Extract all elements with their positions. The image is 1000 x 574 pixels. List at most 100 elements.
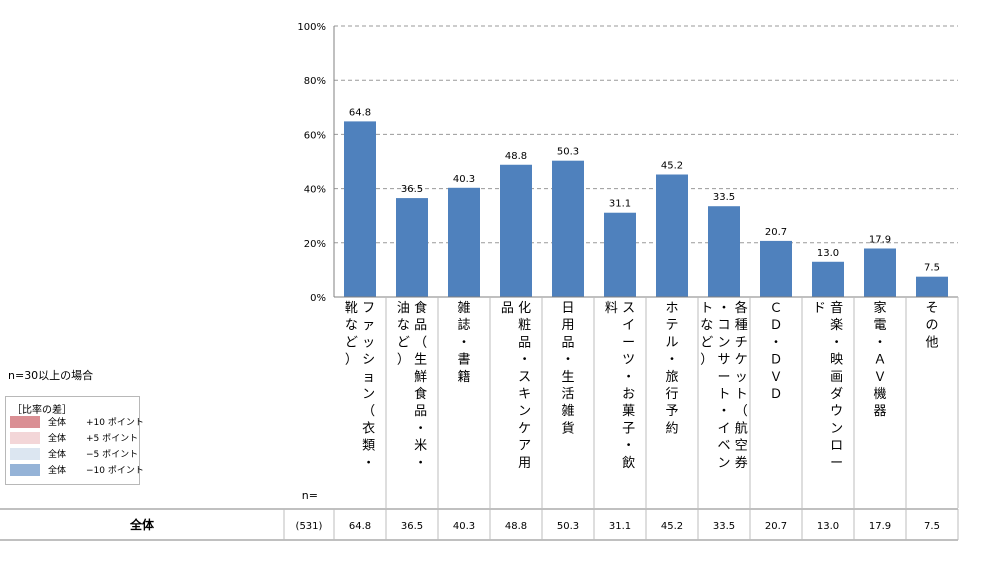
category-label-char: の [925,318,938,333]
category-label-char: 貨 [561,420,574,436]
y-tick-label: 40% [304,185,326,196]
category-label-char: 品 [518,335,531,350]
category-label-char: サ [717,353,730,368]
category-label-char: ル [665,335,678,350]
legend-swatch-plus10 [10,416,40,428]
table-cell: 33.5 [713,521,735,532]
y-tick-label: 80% [304,76,326,87]
category-label-char: ベ [717,439,730,454]
legend-item-minus10: 全体 −10 ポイント [10,463,144,477]
category-label-char: 米 [414,439,427,454]
category-label-char: 種 [735,317,748,333]
category-label-char: フ [362,301,375,316]
table-cell: 13.0 [817,521,839,532]
data-labels: 64.8 36.5 40.3 48.8 50.3 31.1 45.2 33.5 20.7 13.0… [349,107,940,273]
category-label-char: ・ [518,353,531,368]
category-label-char: ス [518,370,531,385]
category-label-char: ウ [830,404,843,419]
category-label-char: ー [830,456,843,471]
bar [552,160,584,297]
category-label-char: 券 [735,455,748,471]
category-label-char: Ａ [873,353,886,368]
data-label: 33.5 [713,192,735,203]
data-table: n= 全体 (531) 64.8 36.5 40.3 48.8 50.3 31.1 45.2 33.… [0,489,959,541]
category-label-char: イ [717,421,730,436]
category-label-char: ・ [414,456,427,471]
category-label-char: ン [717,456,730,471]
category-label-char: 他 [925,335,938,350]
category-label-char: 品 [414,404,427,419]
category-label-char: な [345,318,358,333]
category-label-char: ど [700,335,713,350]
category-label-char: Ｖ [769,370,782,385]
category-label-char: ッ [362,335,375,350]
category-label-char: ど [397,335,410,350]
category-label-char: 旅 [665,370,678,385]
legend-value: −5 ポイント [86,450,139,460]
category-label-char: ロ [830,439,843,454]
category-label-char: 器 [873,404,886,419]
category-label-char: ・ [873,335,886,350]
bar [708,206,740,297]
category-label-char: チ [735,335,748,350]
table-n-value: (531) [296,521,323,532]
data-label: 45.2 [661,161,683,172]
category-label-char: 書 [457,353,470,368]
category-label-char: （ [362,404,375,419]
data-label: 40.3 [453,174,475,185]
category-label-char: 生 [561,370,574,385]
category-label-char: 音 [830,300,843,316]
category-label-char: 類 [362,439,375,454]
legend-label: 全体 [48,418,67,428]
category-label-char: シ [362,353,375,368]
bar [656,174,688,297]
table-cell: 64.8 [349,521,371,532]
category-label-char: ン [830,421,843,436]
category-label-char: 楽 [830,317,843,333]
category-columns: ファッション（衣類・靴など）食品（生鮮食品・米・油など）雑誌・書籍化粧品・スキン… [345,297,959,508]
data-label: 64.8 [349,107,371,118]
category-label-char: ） [700,353,713,368]
category-label-char: ） [397,353,410,368]
category-label-char: 油 [397,301,410,316]
category-label-char: 用 [518,456,531,471]
bar [500,164,532,297]
table-cell: 48.8 [505,521,527,532]
table-cell: 20.7 [765,521,787,532]
category-label-char: 空 [735,439,748,454]
category-label-char: な [700,318,713,333]
category-label-char: 粧 [518,318,531,333]
bar [916,276,948,297]
category-label-char: 雑 [457,300,470,316]
data-label: 31.1 [609,199,631,210]
y-tick-label: 20% [304,239,326,250]
category-label-char: ン [717,335,730,350]
category-label-char: 活 [561,387,574,402]
category-label-char: ど [345,335,358,350]
bar [344,121,376,297]
category-label-char: ア [518,439,531,454]
category-label-char: ッ [735,370,748,385]
legend-swatch-minus10 [10,464,40,476]
category-label-char: ・ [830,335,843,350]
table-row-label: 全体 [129,517,155,532]
n-header: n= [302,489,318,502]
category-label-char: ・ [561,353,574,368]
data-label: 7.5 [924,263,940,274]
legend-value: +10 ポイント [86,418,144,428]
category-label-char: ・ [457,335,470,350]
legend-label: 全体 [48,466,67,476]
category-label-char: 画 [830,370,843,385]
category-label-char: 衣 [362,420,375,436]
category-label-char: な [397,318,410,333]
category-label-char: ケ [735,353,748,368]
category-label-char: ー [622,335,635,350]
y-tick-label: 100% [297,22,326,33]
category-label-char: ） [345,353,358,368]
category-label-char: ン [362,387,375,402]
category-label-char: 機 [873,387,886,402]
category-label-char: 家 [873,300,886,316]
category-label-char: ダ [830,387,843,402]
category-label-char: Ｄ [769,318,782,333]
category-label-char: 食 [414,386,427,402]
